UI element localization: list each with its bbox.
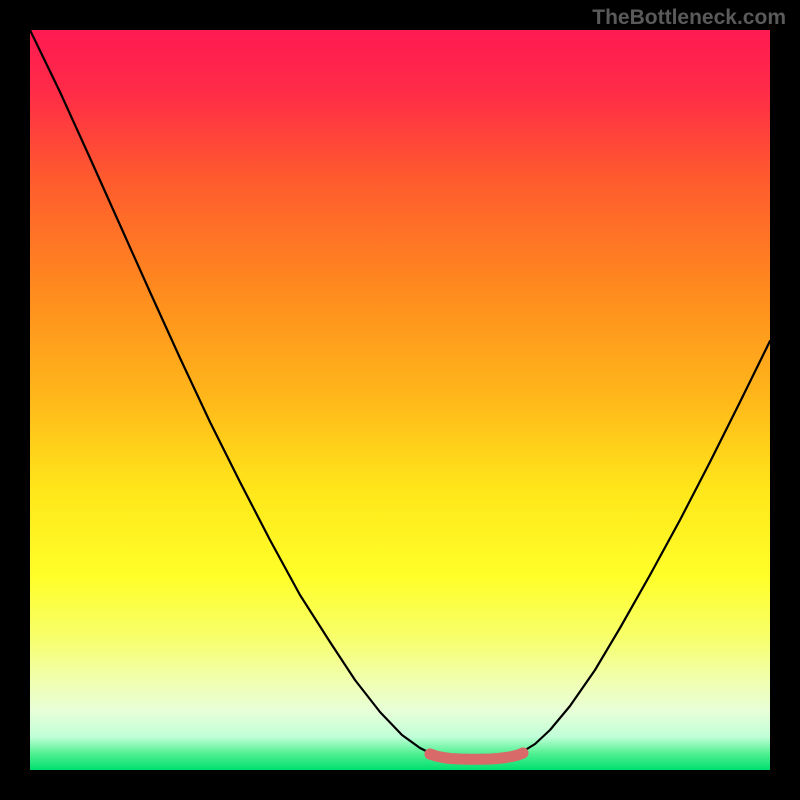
watermark-text: TheBottleneck.com [592,6,786,30]
chart-frame: TheBottleneck.com [0,0,800,800]
plot-area [30,30,770,770]
curve-layer [30,30,770,770]
optimal-range-start-dot [425,749,436,760]
optimal-range-end-dot [518,748,529,759]
optimal-range-marker [430,753,523,759]
bottleneck-curve [30,30,770,758]
